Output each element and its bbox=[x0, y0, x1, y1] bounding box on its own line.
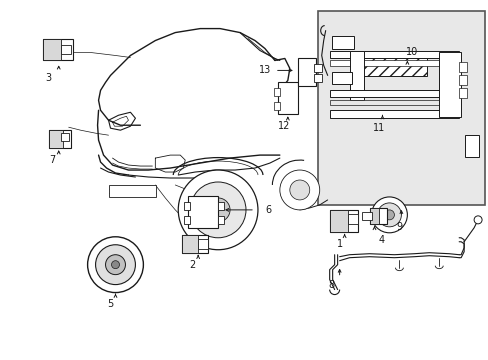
Bar bbox=[313, 75, 321, 82]
Bar bbox=[61, 45, 71, 54]
Text: 8: 8 bbox=[328, 280, 334, 289]
Bar bbox=[329, 210, 357, 232]
Bar bbox=[313, 64, 321, 72]
Bar bbox=[317, 11, 484, 205]
Text: 5: 5 bbox=[107, 298, 113, 309]
Bar bbox=[361, 212, 371, 220]
Circle shape bbox=[105, 255, 125, 275]
Text: 13: 13 bbox=[258, 66, 270, 76]
Circle shape bbox=[377, 203, 401, 227]
Bar bbox=[355, 58, 427, 76]
Bar bbox=[464, 135, 478, 157]
Bar bbox=[42, 39, 61, 60]
Bar bbox=[188, 196, 218, 228]
Circle shape bbox=[384, 210, 394, 220]
Circle shape bbox=[111, 261, 119, 269]
Bar bbox=[438, 53, 460, 117]
Circle shape bbox=[95, 245, 135, 285]
Bar bbox=[49, 130, 62, 148]
Bar bbox=[182, 235, 208, 253]
Bar bbox=[61, 133, 68, 141]
Bar bbox=[218, 202, 224, 210]
Bar bbox=[458, 88, 466, 98]
Bar bbox=[458, 62, 466, 72]
Bar bbox=[329, 100, 458, 105]
Bar bbox=[331, 72, 351, 84]
Bar bbox=[297, 58, 315, 86]
Text: 9: 9 bbox=[396, 222, 402, 232]
Bar bbox=[184, 216, 190, 224]
Text: 12: 12 bbox=[277, 121, 289, 131]
Bar bbox=[458, 75, 466, 85]
Bar bbox=[329, 60, 458, 67]
Text: 7: 7 bbox=[49, 155, 56, 165]
Text: 2: 2 bbox=[189, 260, 195, 270]
Bar bbox=[184, 202, 190, 210]
Bar bbox=[369, 208, 379, 224]
Bar bbox=[369, 208, 386, 224]
Circle shape bbox=[473, 216, 481, 224]
Bar bbox=[198, 239, 208, 249]
Bar bbox=[329, 210, 347, 232]
Bar bbox=[331, 36, 353, 49]
Text: 6: 6 bbox=[264, 205, 270, 215]
Bar bbox=[218, 216, 224, 224]
Bar bbox=[329, 90, 458, 97]
Bar bbox=[349, 50, 363, 100]
Bar bbox=[42, 39, 73, 60]
Text: 10: 10 bbox=[406, 48, 418, 58]
Circle shape bbox=[178, 170, 258, 250]
Circle shape bbox=[190, 182, 245, 238]
Circle shape bbox=[87, 237, 143, 293]
Text: 1: 1 bbox=[336, 239, 342, 249]
Bar bbox=[277, 82, 297, 114]
Circle shape bbox=[279, 170, 319, 210]
Text: 3: 3 bbox=[45, 73, 52, 84]
Circle shape bbox=[371, 197, 407, 233]
Bar bbox=[329, 110, 458, 118]
Bar bbox=[182, 235, 198, 253]
Bar bbox=[49, 130, 71, 148]
Bar bbox=[108, 185, 156, 197]
Text: 11: 11 bbox=[373, 123, 385, 133]
Bar bbox=[273, 88, 279, 96]
Bar bbox=[329, 50, 458, 58]
Text: 4: 4 bbox=[378, 235, 384, 245]
Bar bbox=[273, 102, 279, 110]
Circle shape bbox=[206, 198, 229, 222]
Circle shape bbox=[289, 180, 309, 200]
Bar bbox=[347, 214, 357, 224]
